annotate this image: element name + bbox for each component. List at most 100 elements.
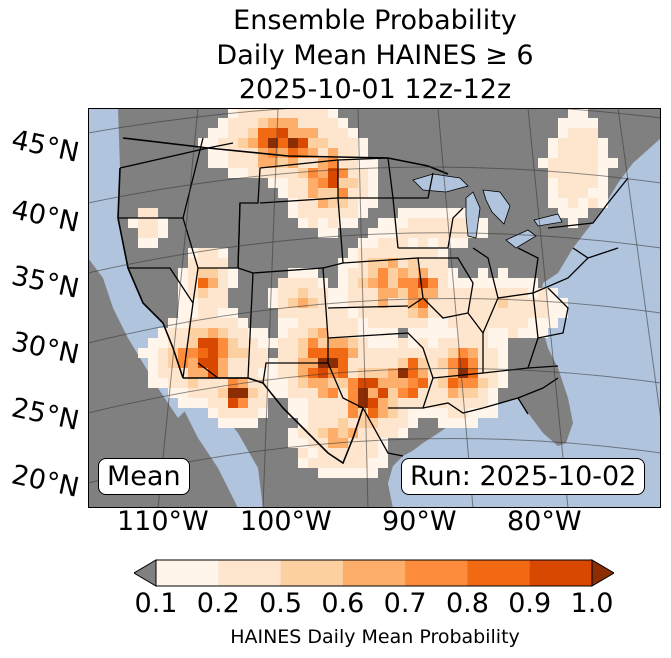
probability-cell — [318, 298, 328, 308]
probability-cell — [288, 148, 298, 158]
probability-cell — [288, 188, 298, 198]
probability-cell — [298, 148, 308, 158]
probability-cell — [278, 158, 288, 168]
probability-cell — [258, 358, 268, 368]
probability-cell — [358, 248, 368, 258]
probability-cell — [298, 208, 308, 218]
probability-cell — [338, 308, 348, 318]
probability-cell — [428, 238, 438, 248]
probability-cell — [398, 348, 408, 358]
colorbar-tick: 0.9 — [508, 588, 552, 619]
probability-cell — [468, 328, 478, 338]
probability-cell — [208, 408, 218, 418]
probability-cell — [308, 168, 318, 178]
probability-cell — [318, 208, 328, 218]
probability-cell — [228, 418, 238, 428]
probability-cell — [348, 198, 358, 208]
probability-cell — [198, 268, 208, 278]
probability-cell — [518, 328, 528, 338]
probability-cell — [438, 388, 448, 398]
probability-cell — [318, 158, 328, 168]
probability-cell — [438, 278, 448, 288]
probability-cell — [218, 408, 228, 418]
probability-cell — [498, 308, 508, 318]
probability-cell — [588, 168, 598, 178]
probability-cell — [228, 338, 238, 348]
probability-cell — [448, 338, 458, 348]
lat-label-35: 35°N — [8, 260, 82, 305]
probability-cell — [408, 308, 418, 318]
probability-cell — [378, 348, 388, 358]
probability-cell — [318, 428, 328, 438]
probability-cell — [508, 298, 518, 308]
probability-cell — [328, 448, 338, 458]
probability-cell — [198, 338, 208, 348]
probability-cell — [368, 258, 378, 268]
great-lakes — [412, 173, 563, 249]
probability-cell — [198, 388, 208, 398]
probability-cell — [318, 138, 328, 148]
probability-cell — [218, 398, 228, 408]
probability-cell — [268, 118, 278, 128]
probability-cell — [358, 168, 368, 178]
probability-cell — [198, 348, 208, 358]
probability-cell — [328, 388, 338, 398]
probability-cell — [378, 378, 388, 388]
probability-cell — [458, 348, 468, 358]
probability-cell — [298, 288, 308, 298]
probability-cell — [178, 378, 188, 388]
probability-cell — [208, 388, 218, 398]
probability-cell — [318, 218, 328, 228]
probability-cell — [338, 388, 348, 398]
probability-cell — [198, 138, 208, 148]
probability-cell — [488, 378, 498, 388]
probability-cell — [538, 328, 548, 338]
lat-label-20: 20°N — [8, 459, 82, 504]
probability-cell — [208, 318, 218, 328]
probability-cell — [548, 318, 558, 328]
probability-cell — [328, 158, 338, 168]
probability-cell — [288, 208, 298, 218]
probability-cell — [348, 168, 358, 178]
probability-cell — [468, 318, 478, 328]
probability-cell — [388, 258, 398, 268]
probability-cell — [428, 278, 438, 288]
probability-cell — [218, 118, 228, 128]
probability-cell — [348, 298, 358, 308]
probability-cell — [308, 428, 318, 438]
probability-cell — [228, 268, 238, 278]
probability-cell — [328, 198, 338, 208]
probability-cell — [338, 268, 348, 278]
probability-cell — [568, 138, 578, 148]
probability-cell — [308, 338, 318, 348]
probability-cell — [418, 298, 428, 308]
probability-cell — [138, 208, 148, 218]
probability-cell — [428, 258, 438, 268]
probability-cell — [398, 408, 408, 418]
probability-cell — [548, 188, 558, 198]
atlantic — [540, 138, 661, 508]
probability-cell — [598, 198, 608, 208]
probability-cell — [458, 358, 468, 368]
probability-cell — [308, 148, 318, 158]
probability-cell — [338, 188, 348, 198]
probability-cell — [398, 258, 408, 268]
probability-cell — [358, 378, 368, 388]
probability-cell — [588, 188, 598, 198]
probability-cell — [488, 328, 498, 338]
probability-cell — [498, 268, 508, 278]
colorbar — [134, 559, 614, 587]
probability-cell — [298, 458, 308, 468]
probability-cell — [238, 418, 248, 428]
probability-cell — [238, 338, 248, 348]
probability-cell — [258, 348, 268, 358]
probability-cell — [208, 308, 218, 318]
probability-cell — [208, 248, 218, 258]
probability-cell — [298, 418, 308, 428]
probability-cell — [238, 388, 248, 398]
probability-cell — [318, 318, 328, 328]
probability-cell — [438, 408, 448, 418]
state-borders — [118, 137, 629, 457]
probability-cell — [288, 368, 298, 378]
probability-cell — [408, 218, 418, 228]
